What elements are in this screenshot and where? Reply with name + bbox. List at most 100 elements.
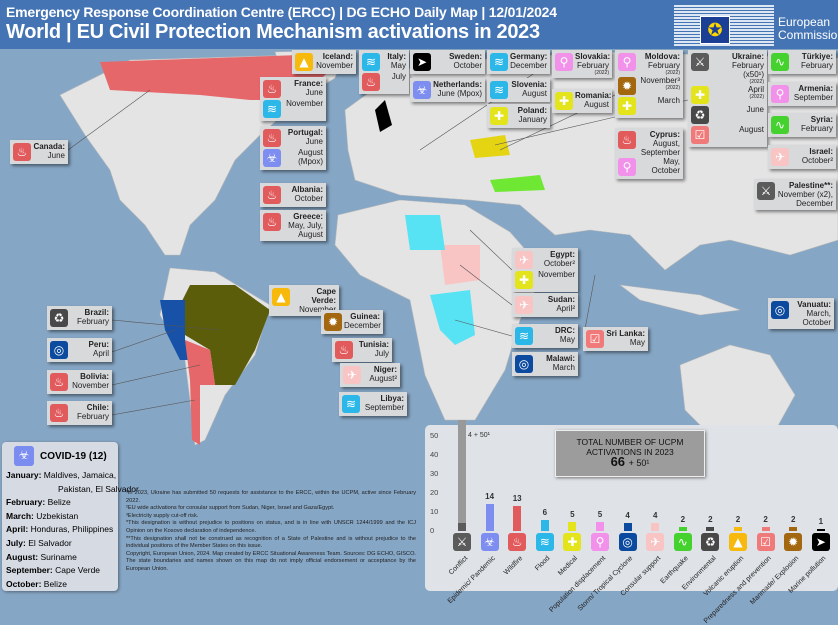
activation-entry: ✈ Israel: October² [771,147,833,167]
footnote: Copyright, European Union, 2024. Map cre… [126,550,416,572]
activation-date: September [793,93,833,102]
checklist-icon: ☑ [691,126,709,144]
data-label: 5 [570,509,575,519]
environment-hand-icon: ♻ [691,106,709,124]
activation-entry: ♻ June [691,105,764,125]
country-name: DRC: [555,326,575,335]
cyclone-icon: ◎ [618,533,637,551]
activation-entry: ♨ Tunisia: July [335,340,389,360]
activation-date: November [72,381,109,390]
callout-libya: ≋ Libya: September [339,392,407,416]
callout-chile: ♨ Chile: February [47,401,112,425]
bar [761,527,770,531]
checklist-icon: ☑ [756,533,775,551]
callout-vanuatu: ◎ Vanuatu: March, October [768,298,834,329]
checklist-icon: ☑ [586,330,604,348]
environment-hand-icon: ♻ [701,533,720,551]
flood-icon: ≋ [535,533,554,551]
walking-person-icon: ⚲ [618,158,636,176]
covid-row: April: Honduras, Philippines [6,523,114,537]
medical-kit-icon: ✚ [555,92,573,110]
logo-text: European Commission [778,15,838,42]
data-label: 4 + 50¹ [468,432,490,439]
country-name: Greece: [293,212,323,221]
country-name: Germany: [510,52,548,61]
covid-row: August: Suriname [6,551,114,565]
flame-icon: ♨ [263,213,281,231]
airplane-icon: ✈ [515,296,533,314]
bar [623,523,632,531]
flood-icon: ≋ [362,53,380,71]
y-tick-label: 40 [430,450,439,459]
country-name: Syria: [810,115,833,124]
airplane-icon: ✈ [646,533,665,551]
callout-netherlands: ☣ Netherlands: June (Mpox) [410,78,485,102]
conflict-icon: ⚔ [691,53,709,71]
activation-year-note: (2022) [749,94,764,100]
activation-entry: ♨ July [362,72,406,92]
country-name: Malawi: [546,354,575,363]
callout-trkiye: ∿ Türkiye: February [768,50,836,74]
activation-entry: ≋ November [263,99,323,119]
covid-countries: Maldives, Jamaica, [43,470,117,480]
environment-hand-icon: ♻ [50,309,68,327]
callout-germany: ≋ Germany: December [487,50,550,74]
covid-countries: Uzbekistan [36,510,79,521]
footnote: *This designation is without prejudice t… [126,520,416,534]
activation-entry: ▲ Cape Verde: November [272,287,336,314]
country-name: Türkiye: [801,52,833,61]
activation-date: March, October [802,309,831,327]
seismograph-icon: ∿ [771,116,789,134]
country-name: Iceland: [322,52,353,61]
category-label: Epidemic/ Pandemic [446,555,497,606]
activation-date: December [510,61,547,70]
activation-entry: ≋ Libya: September [342,394,404,414]
callout-syria: ∿ Syria: February [768,113,836,137]
covid-row: February: Belize [6,496,114,510]
flame-icon: ♨ [50,404,68,422]
activation-entry: ▲ Iceland: November [295,52,353,72]
country-name: Libya: [380,394,404,403]
walking-person-icon: ⚲ [591,533,609,551]
world-map [59,49,838,446]
covid-countries: Belize [47,497,71,508]
callout-italy: ≋ Italy: May ♨ July [359,50,409,94]
activation-entry: ✈ Sudan: April² [515,295,575,315]
activation-entry: ◎ Peru: April [50,340,109,360]
activation-entry: ✚ Poland: January [490,106,547,126]
data-label: 6 [542,507,548,517]
covid-countries: Cape Verde [55,565,101,576]
activation-entry: ⚲ Moldova: February (2022) [618,52,680,76]
callout-malawi: ◎ Malawi: March [512,352,578,376]
callout-sudan: ✈ Sudan: April² [512,293,578,317]
country-name: Italy: [387,52,406,61]
activation-date: June [746,105,764,114]
activation-date: July [374,349,389,358]
explosion-icon: ✹ [784,533,803,551]
activation-date: April [747,85,764,94]
activation-date: February (x50¹) [731,61,764,79]
country-name: Armenia: [798,84,833,93]
activation-entry: ♻ Brazil: February [50,308,109,328]
country-name: Palestine**: [788,181,833,190]
bar [568,521,577,531]
total-line1: TOTAL NUMBER OF UCPM [576,437,684,447]
walking-person-icon: ⚲ [771,85,789,103]
flood-icon: ≋ [515,327,533,345]
activation-year-note: (2022) [665,70,680,76]
map-title: World | EU Civil Protection Mechanism ac… [6,21,540,43]
medical-kit-icon: ✚ [490,107,508,125]
y-tick-label: 10 [430,507,439,516]
activation-date: August (Mpox) [298,148,323,166]
activation-date: November³ [640,76,680,85]
activation-date: August, September [640,139,680,157]
activation-date: May, October [651,157,680,175]
drc-highlight [430,290,475,345]
footnotes: ¹In 2023, Ukraine has submitted 50 reque… [126,490,416,574]
activation-entry: ≋ Slovenia: August [490,80,547,100]
bolivia-chile-highlight [185,340,215,445]
medical-kit-icon: ✚ [691,86,709,104]
covid-month: March: [6,510,37,521]
country-name: Poland: [517,106,547,115]
category-label: Conflict [447,555,469,577]
